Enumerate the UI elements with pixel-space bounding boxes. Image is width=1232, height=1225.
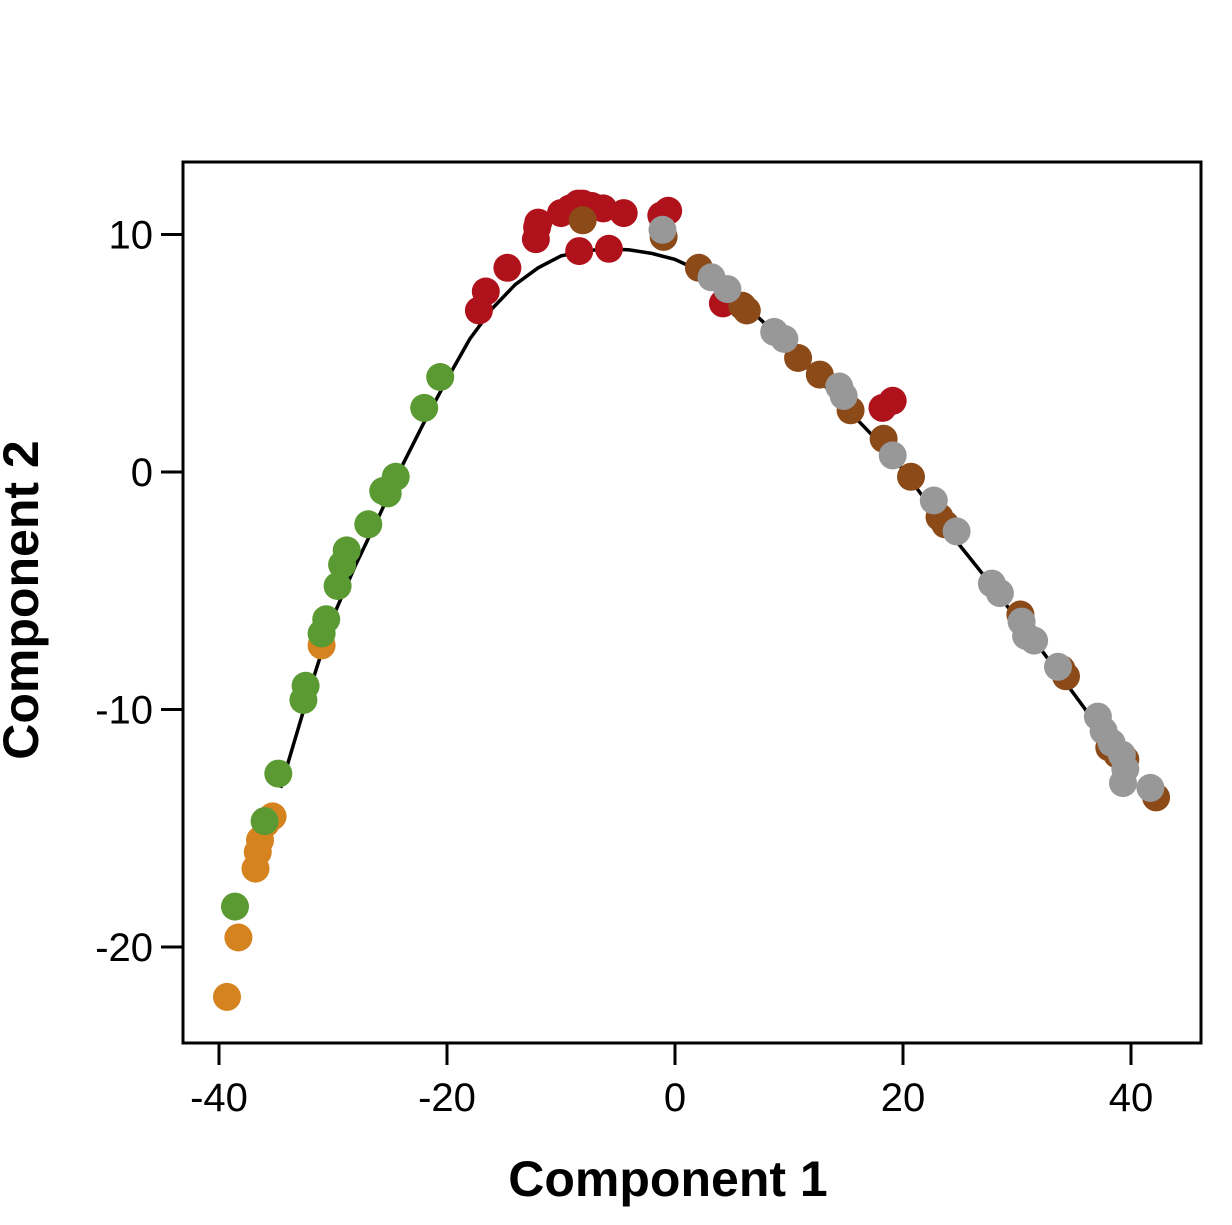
data-point bbox=[224, 923, 253, 952]
data-point bbox=[323, 572, 352, 600]
data-point bbox=[354, 510, 383, 539]
data-point bbox=[1044, 652, 1072, 681]
y-tick-label: 10 bbox=[109, 214, 154, 258]
data-point bbox=[770, 325, 799, 353]
data-point bbox=[471, 277, 500, 306]
data-point bbox=[213, 982, 241, 1011]
y-tick-label: 0 bbox=[131, 451, 153, 495]
data-point bbox=[1136, 773, 1165, 802]
data-point bbox=[568, 206, 597, 235]
data-point bbox=[897, 462, 925, 491]
marks-layer bbox=[213, 189, 1171, 1011]
data-point bbox=[942, 517, 971, 546]
x-tick-label: 20 bbox=[881, 1076, 926, 1120]
data-point bbox=[878, 386, 907, 415]
data-point bbox=[381, 462, 410, 491]
data-point bbox=[1109, 769, 1137, 798]
axes-layer: -40 -20 0 20 40 -20 -10 0 10 bbox=[95, 214, 1153, 1121]
data-point bbox=[565, 237, 594, 266]
data-point bbox=[291, 671, 320, 700]
x-tick-label: 40 bbox=[1109, 1076, 1154, 1120]
x-tick-label: -40 bbox=[190, 1076, 248, 1120]
data-point bbox=[524, 208, 553, 237]
data-point bbox=[312, 605, 341, 634]
data-point bbox=[221, 892, 249, 921]
data-point bbox=[878, 441, 907, 470]
x-tick-label: 0 bbox=[664, 1076, 686, 1120]
data-point bbox=[594, 234, 623, 263]
data-point bbox=[1020, 626, 1049, 655]
x-axis-title: Component 1 bbox=[508, 1151, 827, 1207]
data-point bbox=[264, 759, 293, 788]
x-tick-label: -20 bbox=[418, 1076, 476, 1120]
data-point bbox=[493, 253, 522, 282]
data-point bbox=[332, 536, 361, 565]
y-axis-title: Component 2 bbox=[0, 440, 49, 759]
data-point bbox=[648, 215, 677, 244]
y-tick-label: -20 bbox=[95, 926, 153, 970]
data-point bbox=[609, 199, 638, 228]
data-point bbox=[426, 363, 455, 391]
data-point bbox=[985, 579, 1014, 608]
data-point bbox=[250, 807, 279, 836]
data-point bbox=[713, 275, 742, 304]
data-point bbox=[732, 296, 761, 325]
plot-frame bbox=[181, 160, 1203, 1045]
data-point bbox=[919, 486, 948, 515]
data-point bbox=[829, 382, 858, 410]
data-point bbox=[410, 393, 439, 422]
y-tick-label: -10 bbox=[95, 689, 153, 733]
principal-curve bbox=[278, 247, 1126, 789]
